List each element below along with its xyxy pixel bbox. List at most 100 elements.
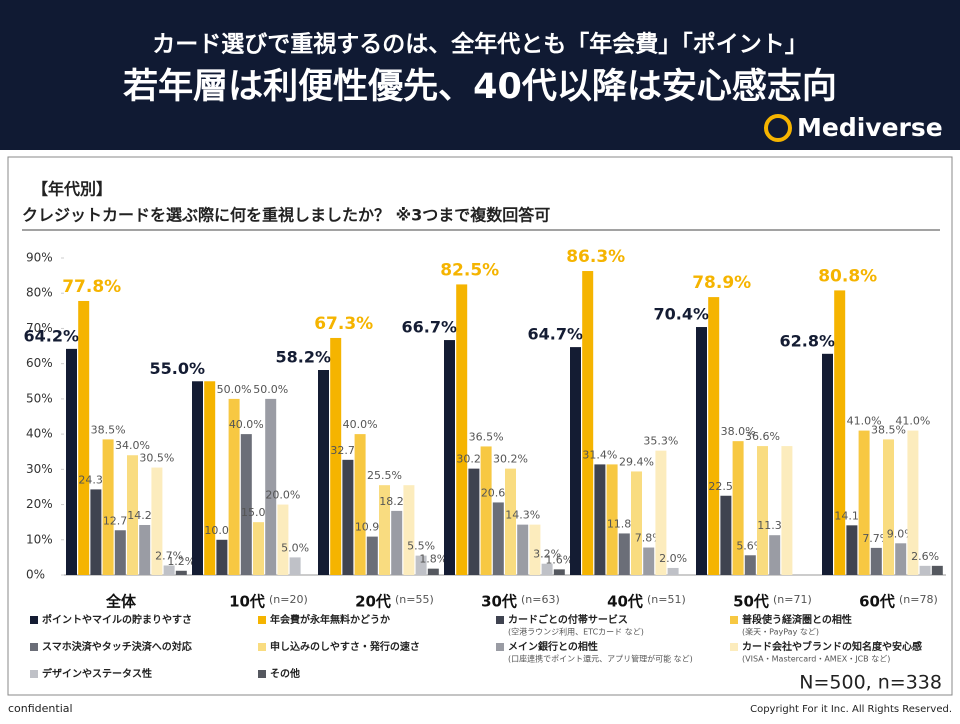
bar (505, 468, 516, 575)
value-label: 82.5% (440, 260, 499, 280)
value-label: 38.5% (91, 423, 126, 436)
y-tick-label: 0% (26, 568, 45, 582)
value-label: 80.8% (818, 266, 877, 286)
value-label: 25.5% (367, 469, 402, 482)
bar (240, 434, 252, 575)
bar (228, 398, 240, 575)
bar (90, 489, 102, 575)
title-line1: カード選びで重視するのは、全年代とも「年会費」「ポイント」 (152, 31, 808, 58)
logo: Mediverse (797, 113, 943, 142)
value-label: 2.0% (659, 552, 687, 565)
bar (846, 525, 858, 575)
value-label: 34.0% (115, 439, 150, 452)
value-label: 77.8% (62, 277, 121, 297)
bar (643, 547, 655, 575)
bar (541, 563, 553, 575)
y-tick-label: 70% (26, 321, 53, 335)
bar (391, 510, 403, 575)
legend-entry: メイン銀行との相性 (508, 640, 598, 653)
legend-entry: 普段使う経済圏との相性 (742, 613, 852, 626)
legend-swatch (496, 616, 504, 624)
bar (570, 347, 581, 575)
bar (834, 290, 846, 575)
x-tick-label: 20代 (355, 593, 391, 611)
y-tick-label: 20% (26, 497, 53, 511)
legend-swatch (496, 643, 504, 651)
bar (379, 485, 390, 575)
bar (289, 557, 301, 575)
value-label: 41.0% (895, 415, 930, 428)
legend-swatch (730, 643, 738, 651)
footer-right: Copyright For it Inc. All Rights Reserve… (750, 704, 952, 715)
bar (757, 446, 768, 575)
legend-swatch (30, 616, 38, 624)
bar (78, 300, 90, 575)
legend-entry: デザインやステータス性 (42, 667, 152, 680)
bar (919, 565, 931, 575)
bar (667, 567, 679, 575)
bar (163, 565, 175, 575)
value-label: 2.6% (911, 550, 939, 563)
y-tick-label: 30% (26, 462, 53, 476)
value-label: 38.5% (871, 423, 906, 436)
bar (858, 430, 870, 575)
bar (732, 441, 744, 575)
legend-entry: その他 (270, 667, 300, 680)
y-tick-label: 80% (26, 286, 53, 300)
y-tick-label: 50% (26, 391, 53, 405)
value-label: 62.8% (779, 331, 835, 350)
value-label: 40.0% (343, 418, 378, 431)
bar (769, 535, 781, 575)
legend-note: (口座連携でポイント還元、アプリ管理が可能 など) (508, 654, 693, 664)
bar (192, 381, 203, 575)
legend-entry: 年会費が永年無料かどうか (270, 613, 390, 626)
legend-entry: カードごとの付帯サービス (508, 613, 628, 626)
category-note: (n=20) (269, 593, 308, 606)
bar (456, 284, 468, 575)
value-label: 86.3% (566, 247, 625, 267)
bar (744, 555, 756, 575)
bar (265, 398, 277, 575)
value-label: 35.3% (643, 435, 678, 448)
panel (7, 156, 953, 696)
legend-note: (VISA・Mastercard・AMEX・JCB など) (742, 655, 890, 664)
logo-icon (764, 114, 792, 142)
value-label: 58.2% (275, 348, 331, 367)
bar (553, 569, 565, 575)
category-note: (n=63) (521, 593, 560, 606)
section-label: 【年代別】 (32, 180, 112, 199)
value-label: 29.4% (619, 455, 654, 468)
bar (492, 502, 504, 575)
bar (216, 539, 228, 575)
bar (822, 353, 833, 575)
x-tick-label: 40代 (607, 593, 643, 611)
value-label: 2.7% (155, 549, 183, 562)
legend-note: (空港ラウンジ利用、ETCカード など) (508, 627, 644, 637)
bar (277, 504, 289, 575)
bar (529, 524, 541, 575)
value-label: 36.6% (745, 430, 780, 443)
x-tick-label: 30代 (481, 593, 517, 611)
legend-swatch (258, 643, 266, 651)
bar (354, 434, 366, 575)
bar (444, 340, 455, 575)
value-label: 40.0% (229, 418, 264, 431)
bar (907, 430, 919, 575)
legend-entry: ポイントやマイルの貯まりやすさ (42, 613, 192, 626)
value-label: 70.4% (653, 305, 709, 324)
value-label: 5.0% (281, 541, 309, 554)
bar (606, 464, 618, 575)
bar (720, 495, 732, 575)
value-label: 30.2% (493, 453, 528, 466)
bar (870, 547, 882, 575)
sample-size: N=500, n=338 (799, 672, 942, 694)
legend-swatch (730, 616, 738, 624)
bar (895, 543, 907, 575)
category-note: (n=51) (647, 593, 686, 606)
bar (631, 471, 642, 575)
value-label: 64.7% (527, 325, 583, 344)
value-label: 64.2% (23, 326, 79, 345)
value-label: 5.5% (407, 540, 435, 553)
value-label: 30.5% (139, 452, 174, 465)
value-label: 67.3% (314, 314, 373, 334)
